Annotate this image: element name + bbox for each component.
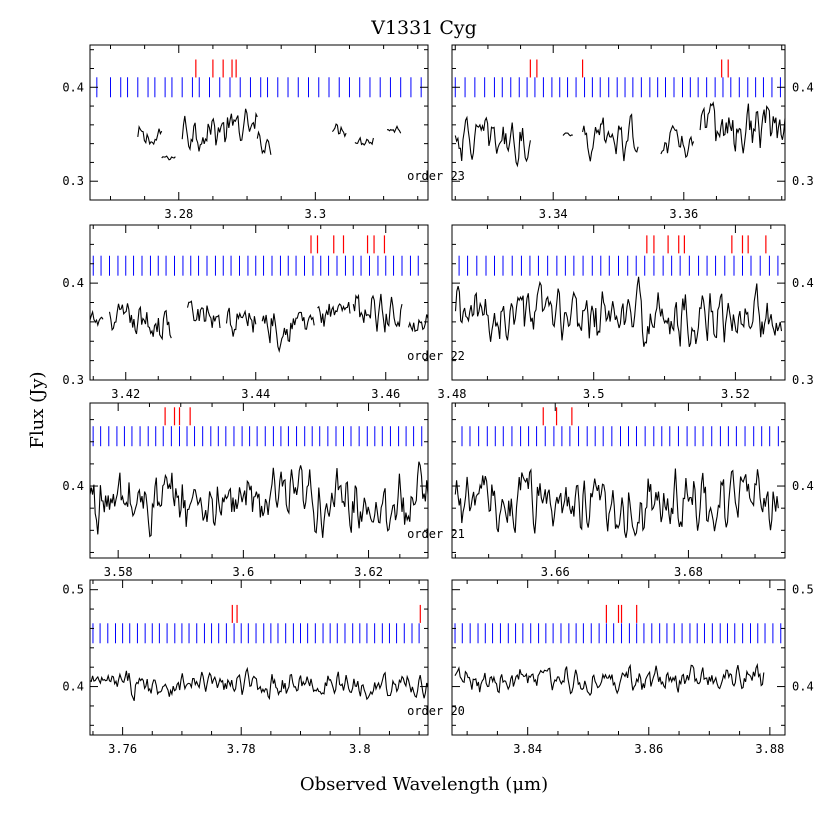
spectrum-line (454, 115, 531, 168)
order-label: order 23 (407, 169, 465, 183)
panel-frame (451, 402, 786, 559)
panel-group: 3.84 3.86 3.88 (451, 579, 786, 756)
x-tick-label: 3.78 (227, 742, 256, 756)
y-tick-label: 0.4 (792, 680, 814, 694)
panel-frame (89, 402, 429, 559)
spectrum-line (331, 123, 347, 138)
y-tick-label: 0.4 (792, 80, 814, 94)
x-tick-label: 3.44 (241, 387, 270, 401)
spectrum-line (89, 309, 104, 328)
panel-frame (451, 579, 786, 736)
order-label: order 20 (407, 704, 465, 718)
spectrum-line (407, 314, 429, 333)
spectrum-line (137, 125, 163, 146)
y-tick-label: 0.4 (792, 479, 814, 493)
x-axis-title: Observed Wavelength (μm) (300, 774, 548, 795)
spectrum-line (582, 113, 639, 162)
y-tick-label: 0.3 (62, 373, 84, 387)
x-tick-label: 3.8 (349, 742, 371, 756)
spectrum-line (225, 307, 257, 337)
panel-frame (451, 224, 786, 381)
spectrum-line (660, 124, 695, 159)
x-tick-label: 3.46 (371, 387, 400, 401)
order-group: 3.76 3.78 3.8 3.84 3.86 3.88 0.4 0.4 0.5 0.5 order… (62, 579, 814, 756)
spectrum-line (454, 468, 779, 538)
panel-group: 3.66 3.68 (451, 402, 786, 579)
spectrum-line (454, 276, 783, 347)
spectrum-line (261, 311, 315, 354)
y-tick-label: 0.4 (62, 276, 84, 290)
x-tick-label: 3.42 (111, 387, 140, 401)
x-tick-label: 3.52 (721, 387, 750, 401)
x-tick-label: 3.88 (755, 742, 784, 756)
panel-group: 3.42 3.44 3.46 (89, 224, 429, 401)
panel-group: 3.34 3.36 (451, 44, 786, 221)
x-tick-label: 3.66 (541, 565, 570, 579)
spectrum-line (352, 293, 403, 333)
spectrum-line (181, 108, 258, 152)
panel-group: 3.48 3.5 3.52 (438, 224, 786, 401)
order-group: 3.42 3.44 3.46 3.48 3.5 3.52 0.3 0.3 0.4 0.4 order… (62, 224, 814, 401)
spectrum-line (186, 300, 221, 329)
y-tick-label: 0.3 (792, 373, 814, 387)
chart-title: V1331 Cyg (370, 17, 477, 39)
x-tick-label: 3.48 (438, 387, 467, 401)
x-tick-label: 3.58 (104, 565, 133, 579)
x-tick-label: 3.68 (674, 565, 703, 579)
spectrum-line (161, 155, 176, 161)
spectrum-line (89, 666, 429, 702)
spectrum-line (354, 136, 374, 146)
panel-group: 3.28 3.3 (89, 44, 429, 221)
x-tick-label: 3.3 (304, 207, 326, 221)
y-tick-label: 0.4 (62, 479, 84, 493)
spectrum-line (256, 130, 272, 155)
x-tick-label: 3.5 (583, 387, 605, 401)
x-tick-label: 3.36 (669, 207, 698, 221)
y-tick-label: 0.3 (62, 174, 84, 188)
y-tick-label: 0.3 (792, 174, 814, 188)
order-label: order 21 (407, 527, 465, 541)
x-tick-label: 3.86 (634, 742, 663, 756)
panel-frame (89, 579, 429, 736)
order-label: order 22 (407, 349, 465, 363)
y-tick-label: 0.4 (62, 680, 84, 694)
panel-frame (89, 224, 429, 381)
panel-frame (451, 44, 786, 201)
panel-group: 3.58 3.6 3.62 (89, 402, 429, 579)
spectrum-line (89, 461, 429, 538)
order-group: 3.28 3.3 3.34 3.36 0.3 0.3 0.4 0.4 order 23 (62, 44, 814, 221)
spectrum-line (562, 132, 573, 137)
x-tick-label: 3.28 (164, 207, 193, 221)
y-tick-label: 0.4 (62, 80, 84, 94)
spectrum-line (454, 662, 765, 697)
spectrum-line (108, 303, 172, 341)
x-tick-label: 3.34 (539, 207, 568, 221)
x-tick-label: 3.76 (108, 742, 137, 756)
y-tick-label: 0.4 (792, 276, 814, 290)
y-tick-label: 0.5 (792, 583, 814, 597)
x-tick-label: 3.6 (233, 565, 255, 579)
x-tick-label: 3.62 (354, 565, 383, 579)
order-group: 3.58 3.6 3.62 3.66 3.68 0.4 0.4 order 21 (62, 402, 814, 579)
y-tick-label: 0.5 (62, 583, 84, 597)
panel-group: 3.76 3.78 3.8 (89, 579, 429, 756)
spectrum-line (699, 101, 786, 154)
panel-frame (89, 44, 429, 201)
spectrum-line (317, 301, 351, 327)
spectrum-line (387, 125, 402, 134)
x-tick-label: 3.84 (513, 742, 542, 756)
y-axis-title: Flux (Jy) (27, 371, 48, 448)
